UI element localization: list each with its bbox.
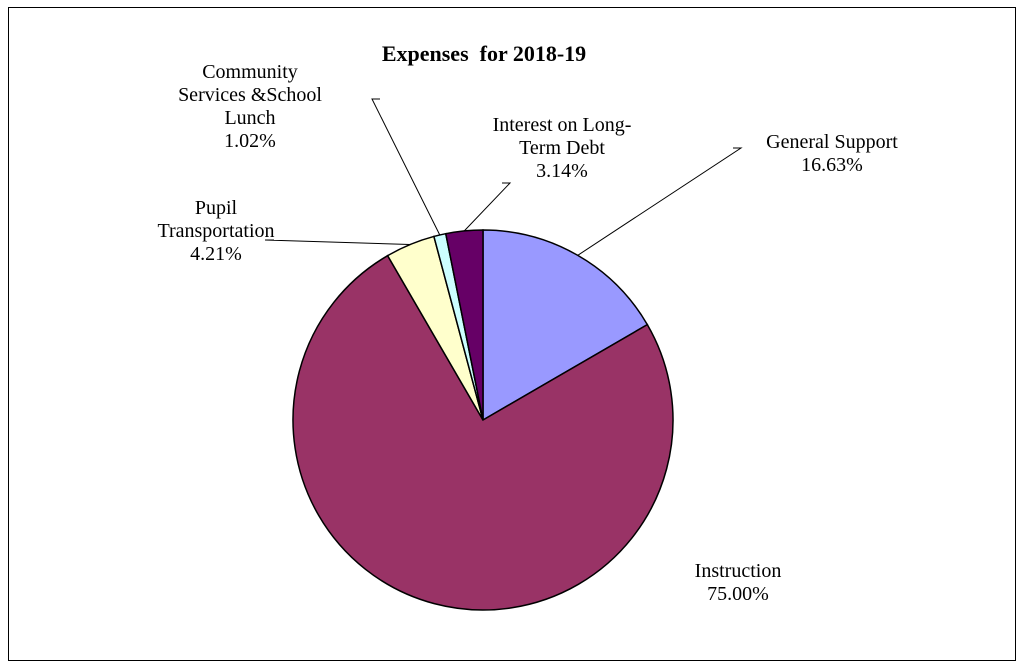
- slice-percent-transport: 4.21%: [190, 243, 242, 265]
- slice-label-community: Community Services &School Lunch 1.02%: [178, 61, 322, 152]
- slice-name-instruction: Instruction: [695, 560, 782, 582]
- slice-percent-community: 1.02%: [224, 130, 276, 152]
- slice-label-interest: Interest on Long-Term Debt 3.14%: [493, 114, 632, 182]
- leader-line-interest: [463, 182, 512, 232]
- slice-percent-general: 16.63%: [801, 154, 863, 176]
- slice-percent-interest: 3.14%: [536, 160, 588, 182]
- leader-line-community: [371, 98, 441, 236]
- slice-name-interest: Interest on Long-: [493, 114, 632, 136]
- slice-name-community: Lunch: [224, 107, 275, 129]
- pie-slice-interest: [444, 229, 484, 421]
- slice-name-general: General Support: [766, 131, 898, 153]
- chart-title: Expenses for 2018-19: [382, 41, 586, 66]
- pie-slice-general: [482, 229, 649, 422]
- pie-slice-instruction: [292, 254, 674, 611]
- slice-name-interest: Term Debt: [519, 137, 605, 159]
- slice-percent-instruction: 75.00%: [707, 583, 769, 605]
- slice-name-community: Community: [202, 61, 298, 83]
- slice-name-transport: Pupil: [195, 197, 238, 219]
- slice-name-community: Services &School: [178, 84, 322, 106]
- leader-line-general: [577, 147, 743, 256]
- slice-label-instruction: Instruction 75.00%: [695, 560, 782, 605]
- slice-label-general: General Support 16.63%: [766, 131, 898, 176]
- slice-name-transport: Transportation: [157, 220, 274, 242]
- leader-line-transport: [264, 239, 411, 245]
- slice-label-transport: Pupil Transportation 4.21%: [157, 197, 274, 265]
